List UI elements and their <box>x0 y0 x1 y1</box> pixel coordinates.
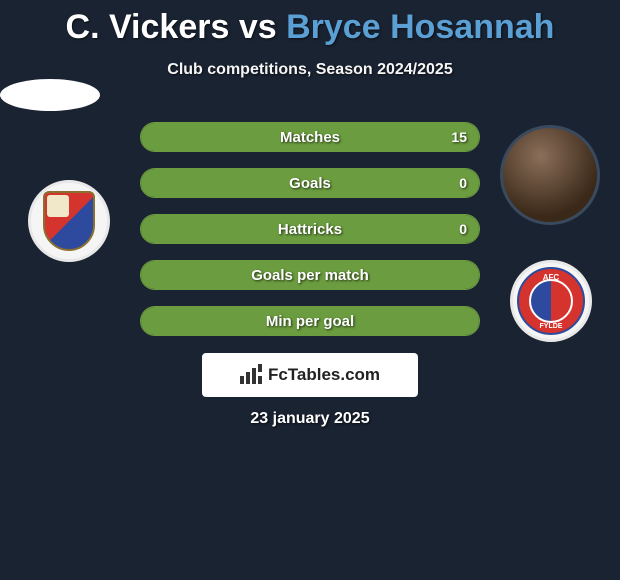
stat-row: Goals0 <box>140 168 480 198</box>
subtitle: Club competitions, Season 2024/2025 <box>0 61 620 79</box>
player2-club-crest: FYLDE <box>510 260 592 342</box>
stat-label: Matches <box>141 123 479 151</box>
shield-icon <box>43 191 95 251</box>
crest-label: FYLDE <box>540 323 563 330</box>
club-badge-icon: FYLDE <box>517 267 585 335</box>
logo-text: FcTables.com <box>268 365 380 385</box>
stat-row: Goals per match <box>140 260 480 290</box>
stat-label: Goals per match <box>141 261 479 289</box>
player1-club-crest <box>28 180 110 262</box>
chart-bars-icon <box>240 366 262 384</box>
report-date: 23 january 2025 <box>0 410 620 428</box>
page-title: C. Vickers vs Bryce Hosannah <box>0 0 620 47</box>
player1-avatar <box>0 79 100 111</box>
player2-name: Bryce Hosannah <box>286 8 554 46</box>
stat-label: Goals <box>141 169 479 197</box>
source-logo: FcTables.com <box>202 353 418 397</box>
stats-panel: Matches15Goals0Hattricks0Goals per match… <box>140 122 480 352</box>
stat-value-right: 0 <box>459 169 467 197</box>
stat-row: Matches15 <box>140 122 480 152</box>
stat-label: Min per goal <box>141 307 479 335</box>
stat-row: Min per goal <box>140 306 480 336</box>
stat-label: Hattricks <box>141 215 479 243</box>
player1-name: C. Vickers <box>66 8 230 46</box>
vs-label: vs <box>239 8 277 46</box>
player2-avatar <box>500 125 600 225</box>
stat-value-right: 15 <box>451 123 467 151</box>
stat-row: Hattricks0 <box>140 214 480 244</box>
stat-value-right: 0 <box>459 215 467 243</box>
